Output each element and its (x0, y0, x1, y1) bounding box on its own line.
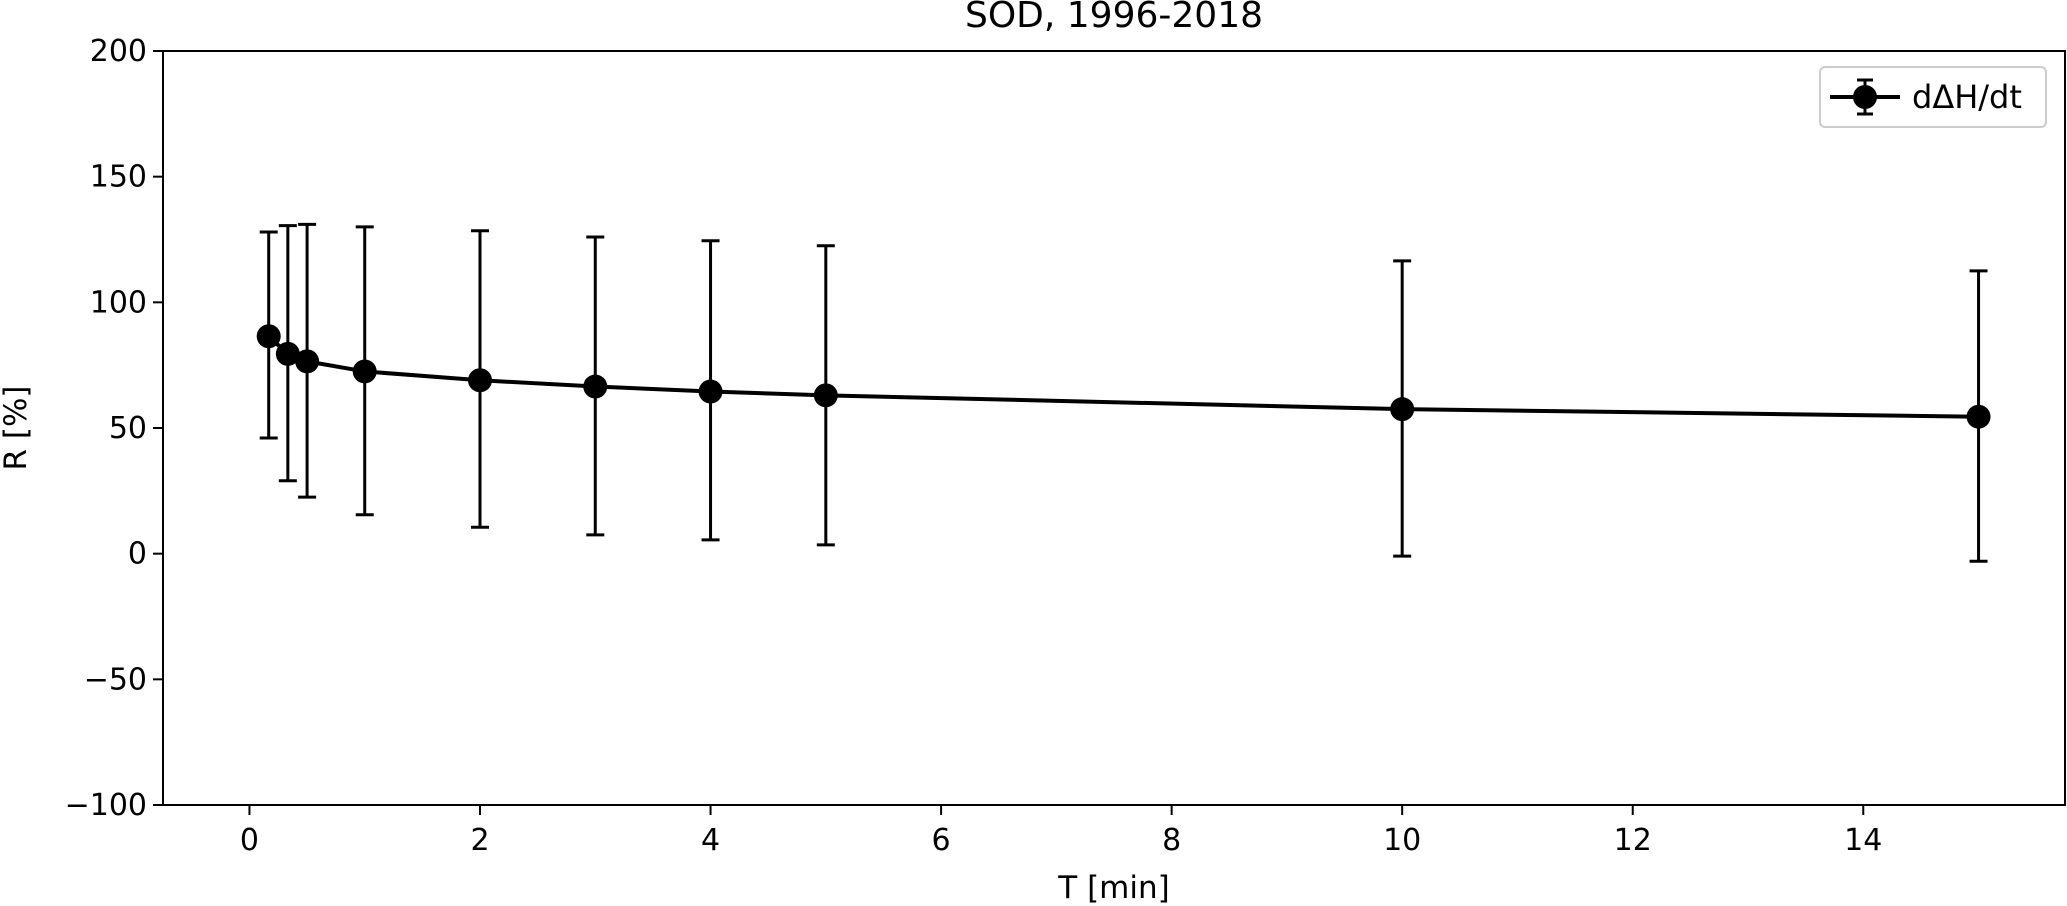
y-tick-label: 0 (128, 537, 147, 572)
data-point (1390, 397, 1415, 422)
x-tick-label: 12 (1614, 823, 1652, 858)
y-tick-label: −50 (84, 662, 147, 697)
y-tick-label: 100 (90, 285, 147, 320)
legend-label: dΔH/dt (1912, 78, 2022, 116)
data-point (583, 374, 608, 399)
data-point (256, 324, 281, 349)
y-axis: −100 −50 0 50 100 150 200 (65, 34, 163, 823)
x-tick-label: 0 (240, 823, 259, 858)
y-tick-label: −100 (65, 788, 147, 823)
data-point (352, 359, 377, 384)
x-tick-label: 8 (1162, 823, 1181, 858)
data-point (813, 383, 838, 408)
data-point (275, 341, 300, 366)
y-axis-label: R [%] (0, 385, 34, 470)
x-tick-label: 2 (470, 823, 489, 858)
x-tick-label: 6 (932, 823, 951, 858)
data-point (1966, 404, 1991, 429)
data-point (698, 379, 723, 404)
legend-box (1819, 66, 2047, 128)
x-tick-label: 14 (1844, 823, 1882, 858)
data-point (295, 349, 320, 374)
legend-marker-swatch (1853, 85, 1877, 109)
chart-title: SOD, 1996-2018 (965, 0, 1263, 36)
y-tick-label: 50 (109, 411, 147, 446)
x-axis: 0 2 4 6 8 10 12 14 (240, 805, 1882, 858)
plot-area (256, 222, 1991, 563)
x-axis-label: T [min] (1057, 870, 1169, 906)
y-tick-label: 150 (90, 160, 147, 195)
x-tick-label: 10 (1383, 823, 1421, 858)
data-point (468, 368, 492, 393)
legend: dΔH/dt (1819, 66, 2047, 128)
y-tick-label: 200 (90, 34, 147, 69)
x-tick-label: 4 (701, 823, 720, 858)
